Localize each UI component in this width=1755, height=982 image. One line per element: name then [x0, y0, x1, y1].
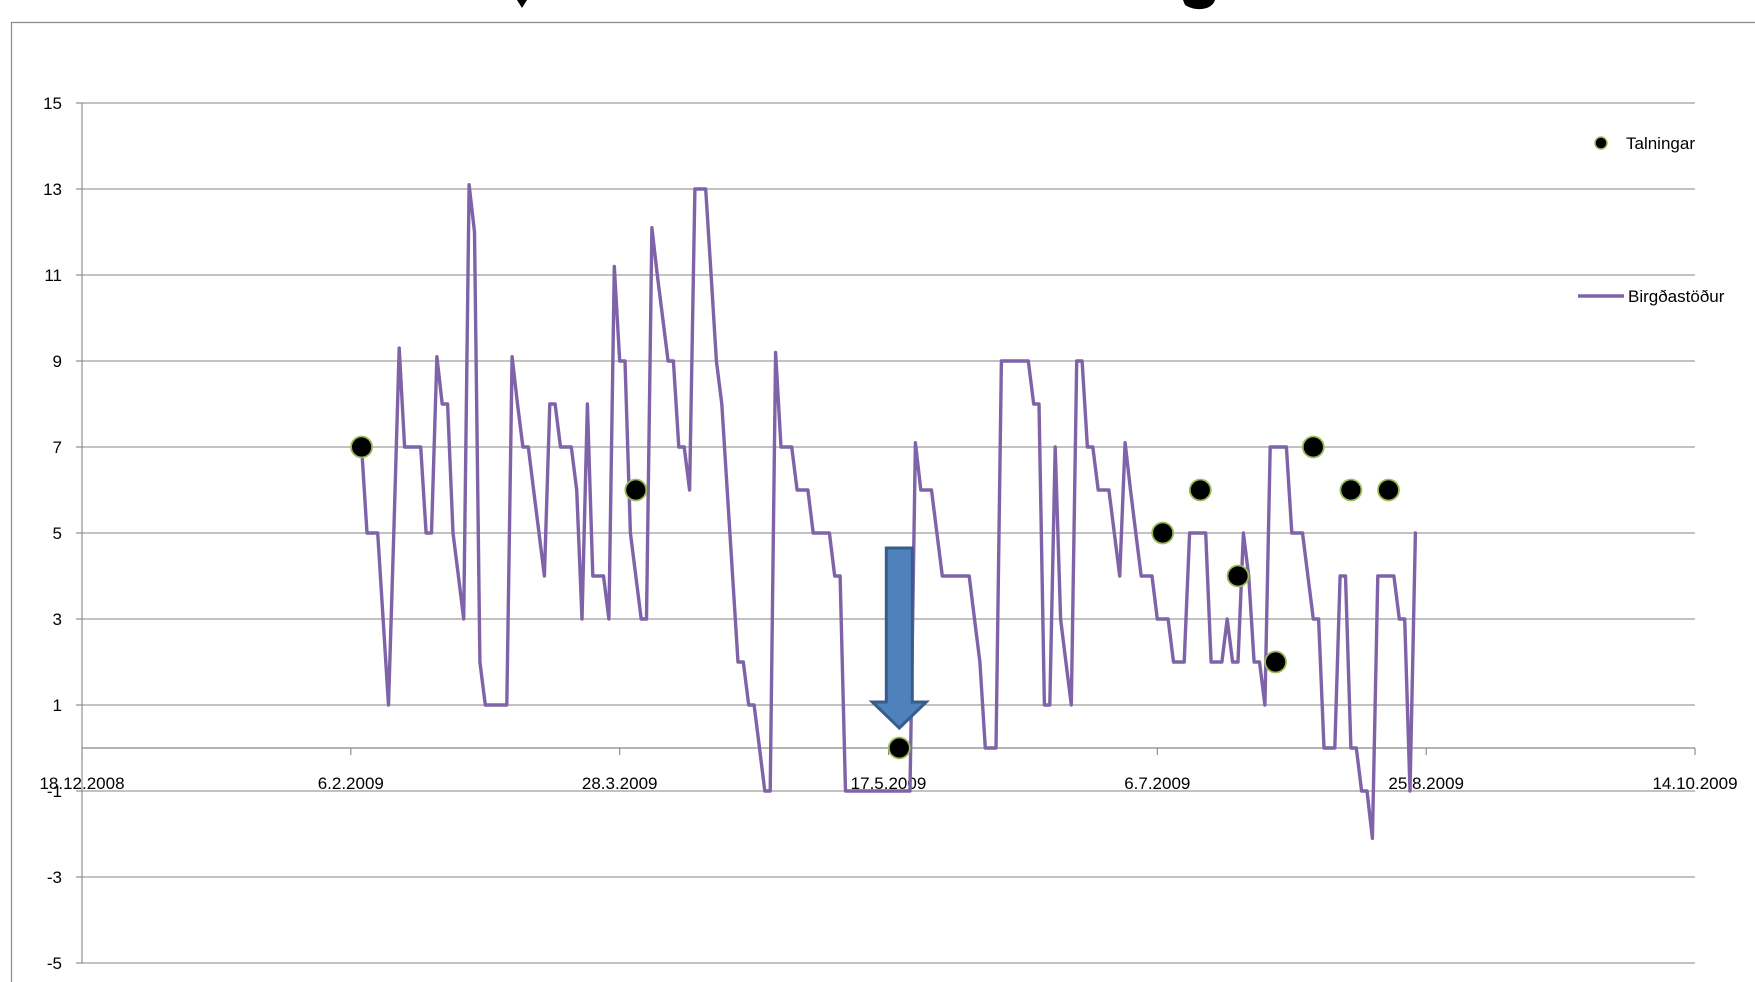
gridlines — [82, 102, 1695, 964]
title-fragment — [517, 0, 1215, 10]
data-point-talningar — [1226, 564, 1250, 588]
y-tick-label: 7 — [53, 438, 62, 457]
plot-series — [350, 183, 1418, 840]
legend-label-talningar: Talningar — [1626, 134, 1695, 153]
data-point-talningar — [1377, 478, 1400, 502]
data-point-talningar — [624, 478, 648, 502]
y-tick-label: 9 — [53, 352, 62, 371]
x-tick-label: 25.8.2009 — [1388, 774, 1464, 793]
data-point-talningar — [350, 435, 374, 459]
x-tick-label: 14.10.2009 — [1652, 774, 1737, 793]
x-tick-label: 6.7.2009 — [1124, 774, 1190, 793]
legend-marker-talningar — [1594, 136, 1608, 150]
y-tick-label: 13 — [43, 180, 62, 199]
y-tick-label: 5 — [53, 524, 62, 543]
annotations — [868, 546, 931, 731]
y-tick-label: 15 — [43, 94, 62, 113]
legend-item-birgdastodur[interactable]: Birgðastöður — [1578, 287, 1725, 306]
y-tick-label: -3 — [47, 868, 62, 887]
x-tick-label: 18.12.2008 — [39, 774, 124, 793]
y-tick-label: 3 — [53, 610, 62, 629]
y-tick-label: 1 — [53, 696, 62, 715]
data-point-talningar — [1264, 650, 1287, 674]
x-tick-label: 28.3.2009 — [582, 774, 658, 793]
data-point-talningar — [1339, 478, 1363, 502]
x-tick-label: 6.2.2009 — [318, 774, 384, 793]
data-point-talningar — [1301, 435, 1325, 459]
data-point-talningar — [1188, 478, 1212, 502]
title-band — [0, 0, 1755, 14]
data-point-talningar — [887, 736, 911, 760]
y-tick-label: -5 — [47, 954, 62, 973]
y-tick-label: -1 — [47, 782, 62, 801]
x-axis: 18.12.2008 6.2.2009 28.3.2009 17.5.2009 6.7.… — [39, 747, 1738, 793]
series-line-birgdastodur — [359, 183, 1418, 840]
data-point-talningar — [1151, 521, 1175, 545]
legend[interactable]: Birgðastöður Talningar — [1578, 134, 1725, 306]
legend-item-talningar[interactable]: Talningar — [1594, 134, 1695, 153]
y-tick-label: 11 — [44, 266, 62, 285]
annotation-arrow — [868, 546, 931, 731]
x-tick-label: 17.5.2009 — [851, 774, 927, 793]
legend-label-birgdastodur: Birgðastöður — [1628, 287, 1725, 306]
